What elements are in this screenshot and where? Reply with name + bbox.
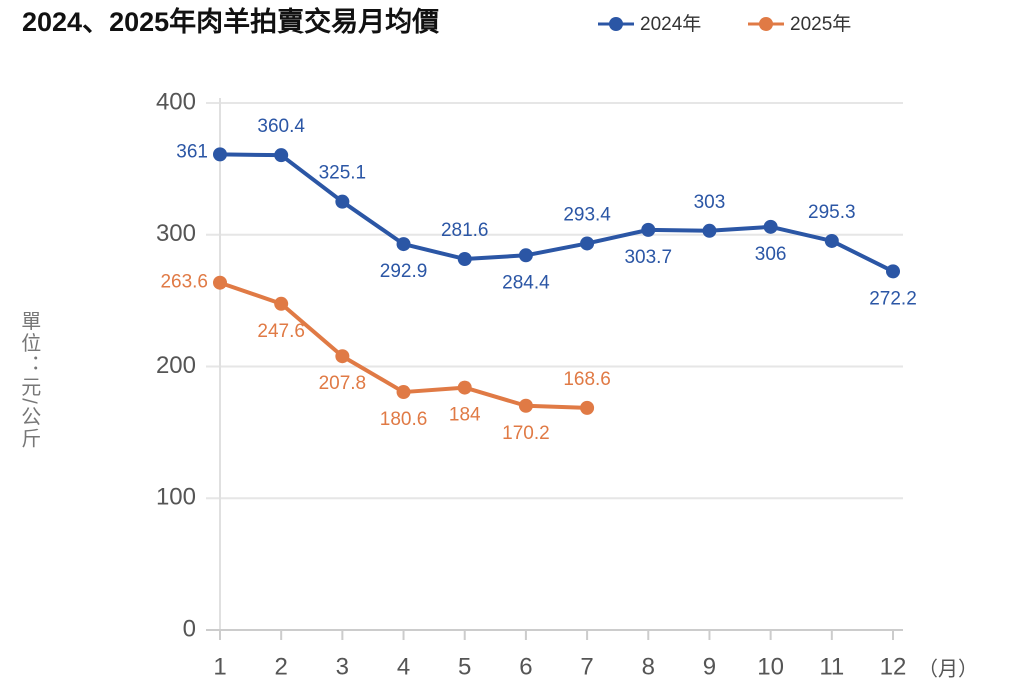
data-point (457, 251, 472, 266)
legend-marker (759, 17, 773, 31)
data-point (213, 147, 227, 162)
data-label: 306 (755, 244, 787, 265)
x-tick-label: 8 (642, 653, 655, 680)
data-point (580, 400, 595, 415)
x-tick-label: 9 (703, 653, 716, 680)
data-point (518, 398, 533, 413)
x-tick-label: 6 (519, 653, 532, 680)
data-point (335, 194, 350, 209)
x-tick-label: 4 (397, 653, 410, 680)
data-label: 263.6 (160, 272, 208, 293)
series-line (219, 152, 894, 274)
data-label: 170.2 (502, 423, 550, 444)
data-label: 361 (176, 141, 208, 162)
data-point (518, 248, 533, 263)
data-point (580, 236, 595, 251)
data-point (274, 148, 289, 163)
y-tick-label: 300 (156, 220, 196, 247)
data-label: 207.8 (319, 373, 367, 394)
x-tick-label: 12 (880, 653, 907, 680)
x-tick-label: 7 (580, 653, 593, 680)
data-point (274, 296, 289, 311)
legend-label: 2025年 (790, 13, 851, 35)
x-tick-label: 2 (275, 653, 288, 680)
data-label: 247.6 (257, 321, 305, 342)
data-point (213, 275, 227, 290)
x-tick-label: 5 (458, 653, 471, 680)
data-point (335, 349, 350, 364)
data-label: 292.9 (380, 261, 428, 282)
data-label: 272.2 (869, 288, 917, 309)
y-tick-label: 400 (156, 88, 196, 115)
x-tick-label: 11 (819, 653, 844, 680)
data-label: 168.6 (563, 369, 611, 390)
data-label: 180.6 (380, 409, 428, 430)
x-tick-label: 3 (336, 653, 349, 680)
y-tick-label: 200 (156, 352, 196, 379)
data-point (824, 233, 839, 248)
legend-label: 2024年 (640, 13, 701, 35)
chart-title: 2024、2025年肉羊拍賣交易月均價 (22, 6, 440, 37)
data-point (396, 237, 411, 252)
data-point (702, 223, 717, 238)
legend-marker (609, 17, 623, 31)
y-axis-label: 單位：元/公斤 (18, 310, 41, 450)
data-label: 281.6 (441, 220, 489, 241)
data-label: 303 (694, 192, 726, 213)
y-tick-label: 100 (156, 484, 196, 511)
data-label: 360.4 (257, 116, 305, 137)
x-tick-label: 10 (757, 653, 784, 680)
data-label: 293.4 (563, 204, 611, 225)
data-point (886, 264, 900, 279)
x-axis-label: （月） (918, 657, 978, 680)
data-label: 303.7 (624, 247, 672, 268)
data-point (763, 219, 778, 234)
data-label: 295.3 (808, 202, 856, 223)
data-label: 284.4 (502, 272, 550, 293)
data-point (457, 380, 472, 395)
data-label: 325.1 (319, 163, 367, 184)
data-label: 184 (449, 405, 481, 426)
x-tick-label: 1 (213, 653, 226, 680)
data-point (396, 385, 411, 400)
data-point (641, 222, 656, 237)
y-tick-label: 0 (183, 615, 196, 642)
